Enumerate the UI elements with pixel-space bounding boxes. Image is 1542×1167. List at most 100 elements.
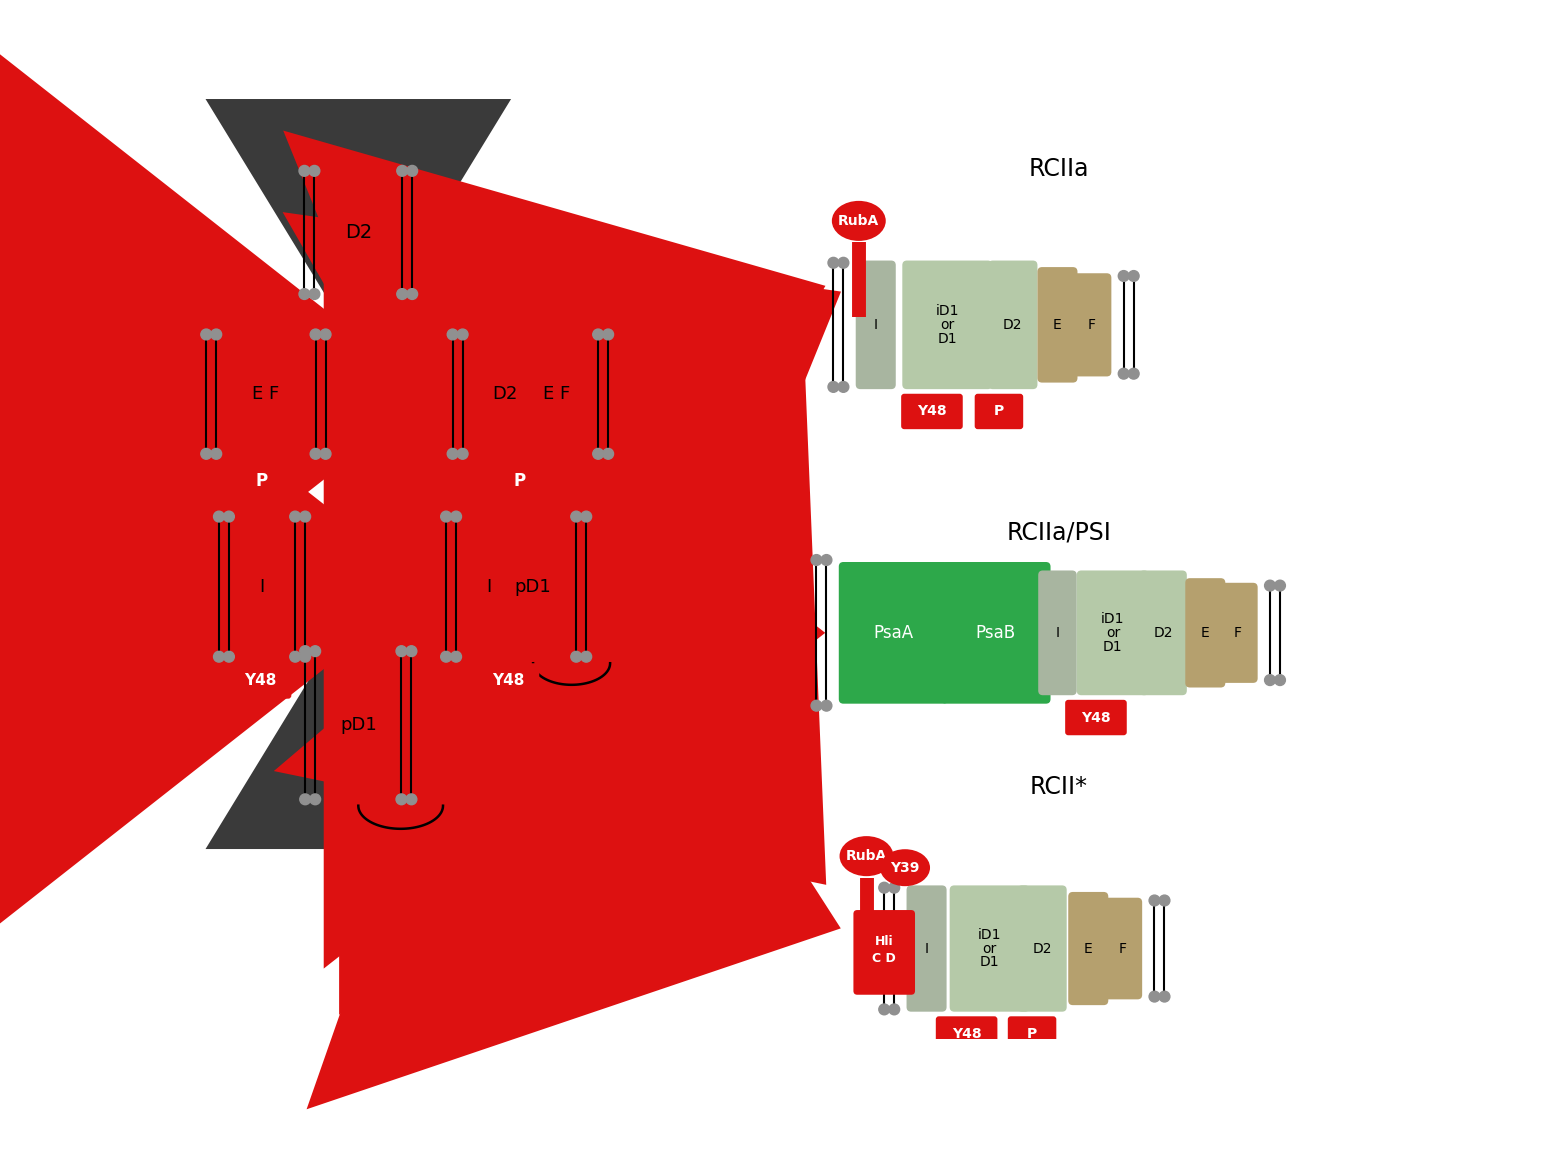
Text: D1 module: D1 module	[492, 721, 598, 741]
Text: Y48: Y48	[244, 673, 276, 689]
FancyBboxPatch shape	[1072, 273, 1112, 377]
Circle shape	[299, 288, 310, 300]
FancyBboxPatch shape	[988, 260, 1038, 389]
FancyBboxPatch shape	[907, 886, 947, 1012]
FancyBboxPatch shape	[236, 463, 288, 498]
Text: D2 module: D2 module	[478, 295, 584, 315]
Text: D2: D2	[345, 223, 372, 242]
Circle shape	[308, 166, 319, 176]
Text: D2: D2	[1002, 317, 1022, 331]
Circle shape	[396, 288, 407, 300]
Text: D2: D2	[1153, 626, 1173, 640]
Text: pD1: pD1	[515, 578, 552, 595]
Ellipse shape	[880, 850, 930, 886]
Circle shape	[406, 645, 416, 657]
Text: E F: E F	[543, 385, 571, 403]
Text: P: P	[1027, 1027, 1038, 1041]
Circle shape	[211, 329, 222, 340]
Text: iD1: iD1	[936, 303, 959, 317]
Text: P: P	[995, 405, 1004, 419]
Circle shape	[458, 448, 469, 459]
Text: RCIIa/PSI: RCIIa/PSI	[1007, 520, 1112, 545]
Circle shape	[581, 651, 592, 662]
Circle shape	[837, 382, 848, 392]
FancyBboxPatch shape	[1038, 267, 1078, 383]
FancyBboxPatch shape	[975, 393, 1024, 429]
Circle shape	[837, 258, 848, 268]
FancyBboxPatch shape	[1069, 892, 1109, 1005]
Circle shape	[820, 700, 831, 711]
Circle shape	[828, 382, 839, 392]
Text: E: E	[1201, 626, 1209, 640]
Circle shape	[447, 329, 458, 340]
Text: + Ycf39/HliCD: + Ycf39/HliCD	[680, 859, 808, 876]
Text: D2: D2	[492, 385, 517, 403]
Text: RubA: RubA	[839, 214, 879, 228]
Circle shape	[290, 651, 301, 662]
Text: +RubA: +RubA	[680, 832, 742, 850]
Text: I: I	[874, 317, 877, 331]
Text: D1: D1	[979, 956, 999, 970]
Circle shape	[1118, 369, 1129, 379]
Circle shape	[1160, 895, 1170, 906]
Ellipse shape	[831, 201, 885, 240]
Circle shape	[1118, 271, 1129, 281]
Circle shape	[441, 511, 452, 522]
FancyBboxPatch shape	[941, 562, 1050, 704]
Circle shape	[299, 166, 310, 176]
FancyBboxPatch shape	[493, 463, 546, 498]
Text: RCIIa: RCIIa	[1029, 158, 1089, 181]
FancyBboxPatch shape	[228, 330, 304, 459]
FancyBboxPatch shape	[1218, 582, 1258, 683]
Circle shape	[1129, 271, 1140, 281]
Circle shape	[211, 448, 222, 459]
Circle shape	[213, 511, 224, 522]
FancyBboxPatch shape	[1140, 571, 1187, 696]
Text: E F: E F	[253, 385, 279, 403]
Circle shape	[406, 794, 416, 805]
Circle shape	[441, 651, 452, 662]
Circle shape	[1149, 895, 1160, 906]
FancyBboxPatch shape	[1038, 571, 1076, 696]
Text: iD1: iD1	[978, 928, 1001, 942]
Circle shape	[1275, 675, 1286, 685]
FancyBboxPatch shape	[1186, 578, 1226, 687]
Circle shape	[407, 166, 418, 176]
FancyBboxPatch shape	[503, 515, 564, 658]
Circle shape	[407, 288, 418, 300]
Circle shape	[310, 329, 321, 340]
FancyBboxPatch shape	[1103, 897, 1143, 999]
Circle shape	[299, 645, 310, 657]
Text: +: +	[419, 606, 452, 644]
Text: F: F	[1234, 626, 1241, 640]
FancyBboxPatch shape	[853, 910, 914, 994]
Circle shape	[308, 288, 319, 300]
Circle shape	[321, 448, 332, 459]
FancyBboxPatch shape	[327, 649, 389, 801]
FancyBboxPatch shape	[1076, 571, 1149, 696]
Circle shape	[310, 794, 321, 805]
Circle shape	[299, 511, 310, 522]
Circle shape	[396, 645, 407, 657]
Circle shape	[450, 511, 461, 522]
FancyBboxPatch shape	[839, 562, 948, 704]
FancyBboxPatch shape	[230, 663, 291, 699]
Circle shape	[224, 511, 234, 522]
Text: Y48: Y48	[1081, 711, 1110, 725]
Text: D2: D2	[1032, 942, 1052, 956]
FancyBboxPatch shape	[901, 393, 962, 429]
Text: pD1: pD1	[339, 717, 376, 734]
Text: PsaB: PsaB	[976, 624, 1016, 642]
Text: D1: D1	[938, 331, 958, 345]
Circle shape	[811, 700, 822, 711]
Text: +RubA: +RubA	[689, 307, 751, 324]
Circle shape	[200, 329, 211, 340]
FancyBboxPatch shape	[1018, 886, 1067, 1012]
Text: Y48: Y48	[492, 673, 524, 689]
FancyBboxPatch shape	[526, 330, 586, 459]
Text: F: F	[1118, 942, 1126, 956]
Circle shape	[310, 448, 321, 459]
Text: E: E	[1053, 317, 1062, 331]
FancyBboxPatch shape	[478, 663, 540, 699]
Circle shape	[396, 166, 407, 176]
